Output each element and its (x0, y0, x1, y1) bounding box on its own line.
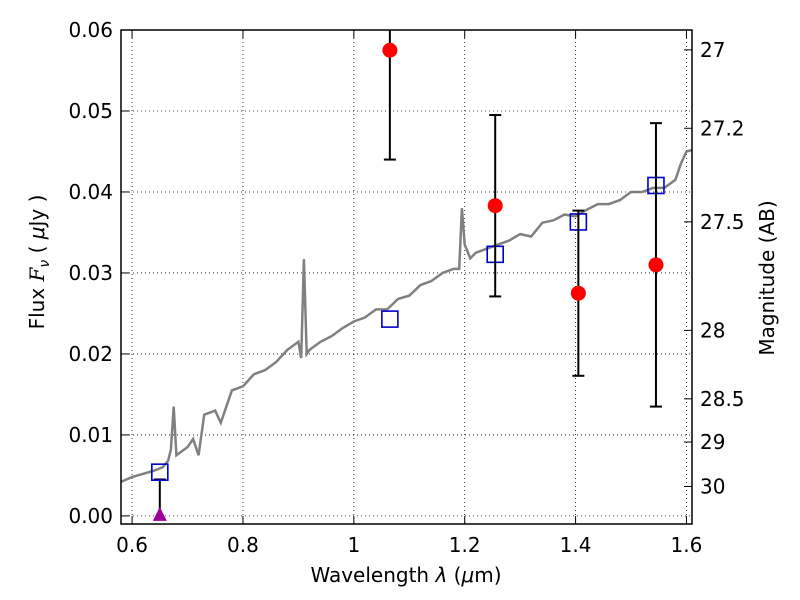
y-tick-label: 0.00 (68, 504, 113, 528)
observed-point (648, 257, 664, 273)
x-tick-label: 0.6 (116, 533, 148, 557)
x-tick-label: 1.2 (449, 533, 481, 557)
y2-tick-label: 29 (700, 430, 725, 454)
x-tick-label: 1.6 (671, 533, 703, 557)
plot-area (121, 30, 692, 521)
y-tick-label: 0.04 (68, 180, 113, 204)
x-tick-label: 0.8 (227, 533, 259, 557)
y-axis: 0.00 0.01 0.02 0.03 0.04 0.05 0.06 (68, 18, 129, 528)
y-tick-label: 0.01 (68, 423, 113, 447)
y2-axis-label: Magnitude (AB) (755, 200, 779, 355)
x-axis-label: Wavelength λ (μm) (310, 563, 501, 587)
y-axis-label: Flux Fν ( μJy ) (25, 195, 53, 330)
y2-axis: 27 27.2 27.5 28 28.5 29 30 (684, 38, 745, 498)
upper-limit-marker (152, 506, 167, 521)
y2-tick-label: 28 (700, 318, 725, 342)
y-tick-label: 0.05 (68, 99, 113, 123)
grid-lines (121, 29, 692, 524)
y2-tick-label: 27.5 (700, 210, 745, 234)
model-photometry-point (151, 463, 169, 481)
y2-tick-label: 27.2 (700, 116, 745, 140)
observed-point (487, 198, 503, 214)
y-tick-label: 0.02 (68, 342, 113, 366)
y-tick-label: 0.03 (68, 261, 113, 285)
plot-frame (120, 29, 693, 525)
y2-tick-label: 27 (700, 38, 725, 62)
y-tick-label: 0.06 (68, 18, 113, 42)
observed-point (570, 285, 586, 301)
y2-tick-label: 30 (700, 474, 725, 498)
x-axis: 0.6 0.8 1 1.2 1.4 1.6 (116, 30, 702, 557)
x-tick-label: 1 (347, 533, 360, 557)
model-spectrum-line (121, 148, 692, 484)
x-tick-label: 1.4 (560, 533, 592, 557)
observed-point (382, 42, 398, 58)
model-photometry-point (381, 310, 399, 328)
y2-tick-label: 28.5 (700, 387, 745, 411)
